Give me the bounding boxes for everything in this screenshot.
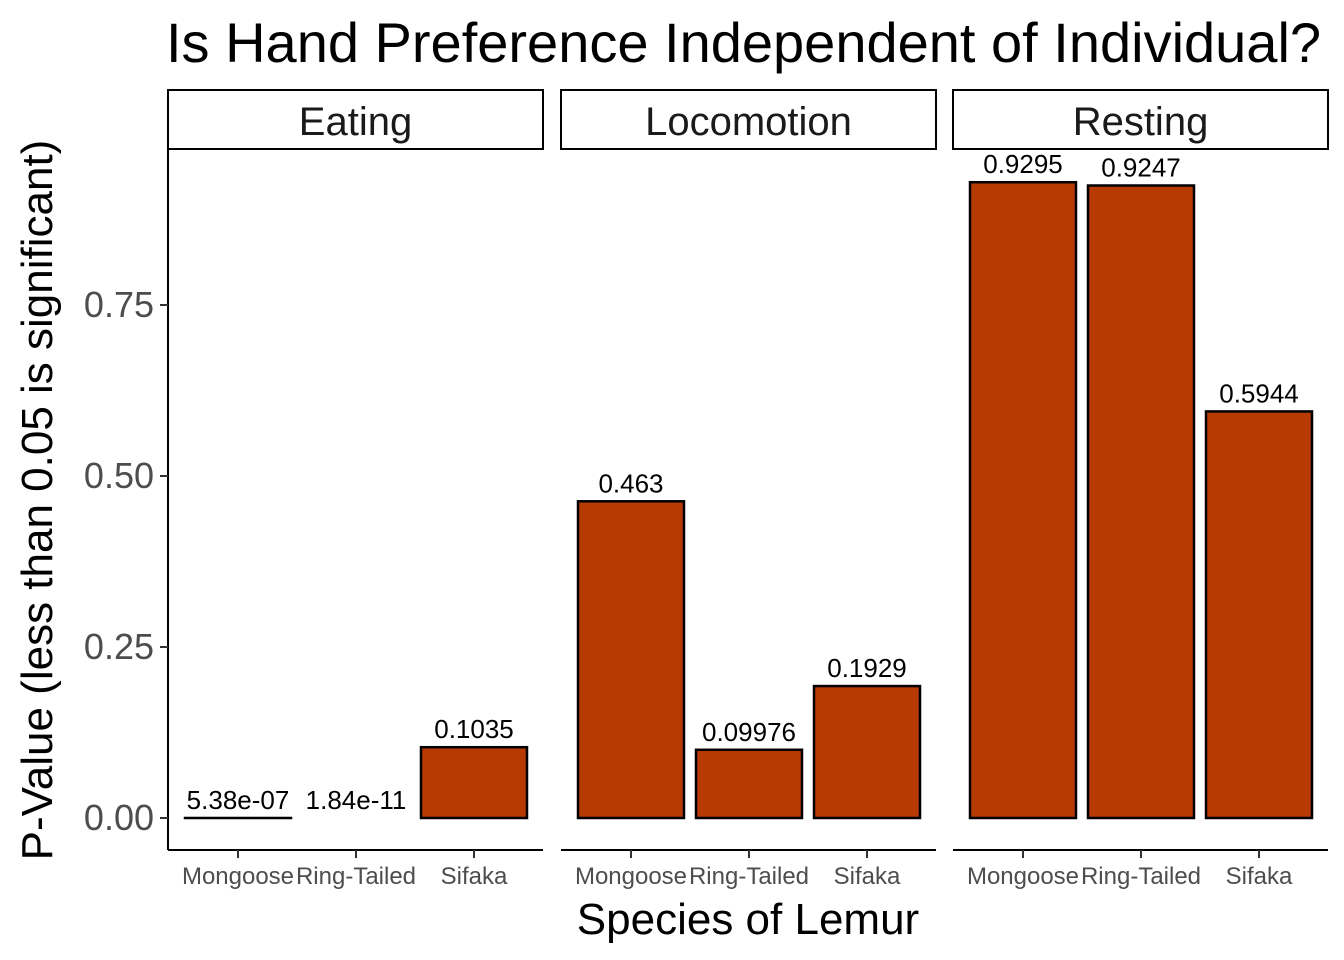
facet-strip xyxy=(560,89,937,150)
bar-value-label: 0.9247 xyxy=(1101,153,1181,183)
x-tick-label: Mongoose xyxy=(182,863,294,890)
chart-title: Is Hand Preference Independent of Indivi… xyxy=(166,11,1321,74)
bar-value-label: 0.9295 xyxy=(983,149,1063,179)
x-tick-label: Ring-Tailed xyxy=(689,863,809,890)
x-axis-title: Species of Lemur xyxy=(577,895,919,944)
bar xyxy=(419,745,529,820)
bar-value-label: 0.1929 xyxy=(827,653,907,683)
facet-strip-label: Resting xyxy=(1073,100,1209,144)
bar xyxy=(694,748,804,820)
bar-value-label: 1.84e-11 xyxy=(306,785,407,815)
bar xyxy=(968,180,1078,820)
x-tick-label: Mongoose xyxy=(967,863,1079,890)
bar-value-label: 0.463 xyxy=(598,468,663,498)
bar xyxy=(1086,184,1196,820)
facet-strip-label: Locomotion xyxy=(645,100,852,144)
y-tick-label: 0.50 xyxy=(84,455,154,496)
y-tick-label: 0.75 xyxy=(84,284,154,325)
bar-value-label: 0.09976 xyxy=(702,717,796,747)
x-tick-label: Mongoose xyxy=(575,863,687,890)
facet-panel-locomotion: Locomotion 0.463 Mongoose 0.09976 Ring-Taile… xyxy=(560,89,937,890)
bar xyxy=(812,684,922,820)
y-tick-label: 0.25 xyxy=(84,626,154,667)
y-tick-label: 0.00 xyxy=(84,797,154,838)
facet-panels: Eating 5.38e-07 Mongoose 1.84e-11 Ring-Taile… xyxy=(167,89,1329,890)
x-tick-label: Ring-Tailed xyxy=(296,863,416,890)
facet-strip xyxy=(167,89,544,150)
bar xyxy=(1204,410,1314,820)
x-tick-label: Ring-Tailed xyxy=(1081,863,1201,890)
y-axis-title: P-Value (less than 0.05 is significant) xyxy=(13,140,62,861)
bar-value-label: 0.1035 xyxy=(434,714,514,744)
x-tick-label: Sifaka xyxy=(441,863,508,890)
bar xyxy=(576,500,686,820)
facet-panel-resting: Resting 0.9295 Mongoose 0.9247 Ring-Tailed 0.… xyxy=(952,89,1329,890)
facet-strip xyxy=(952,89,1329,150)
x-tick-label: Sifaka xyxy=(834,863,901,890)
x-tick-label: Sifaka xyxy=(1226,863,1293,890)
y-axis: 0.00 0.25 0.50 0.75 xyxy=(84,150,169,850)
facet-panel-eating: Eating 5.38e-07 Mongoose 1.84e-11 Ring-Taile… xyxy=(167,89,544,890)
bar-value-label: 5.38e-07 xyxy=(187,785,290,815)
facet-strip-label: Eating xyxy=(299,100,412,144)
bar-value-label: 0.5944 xyxy=(1219,378,1299,408)
